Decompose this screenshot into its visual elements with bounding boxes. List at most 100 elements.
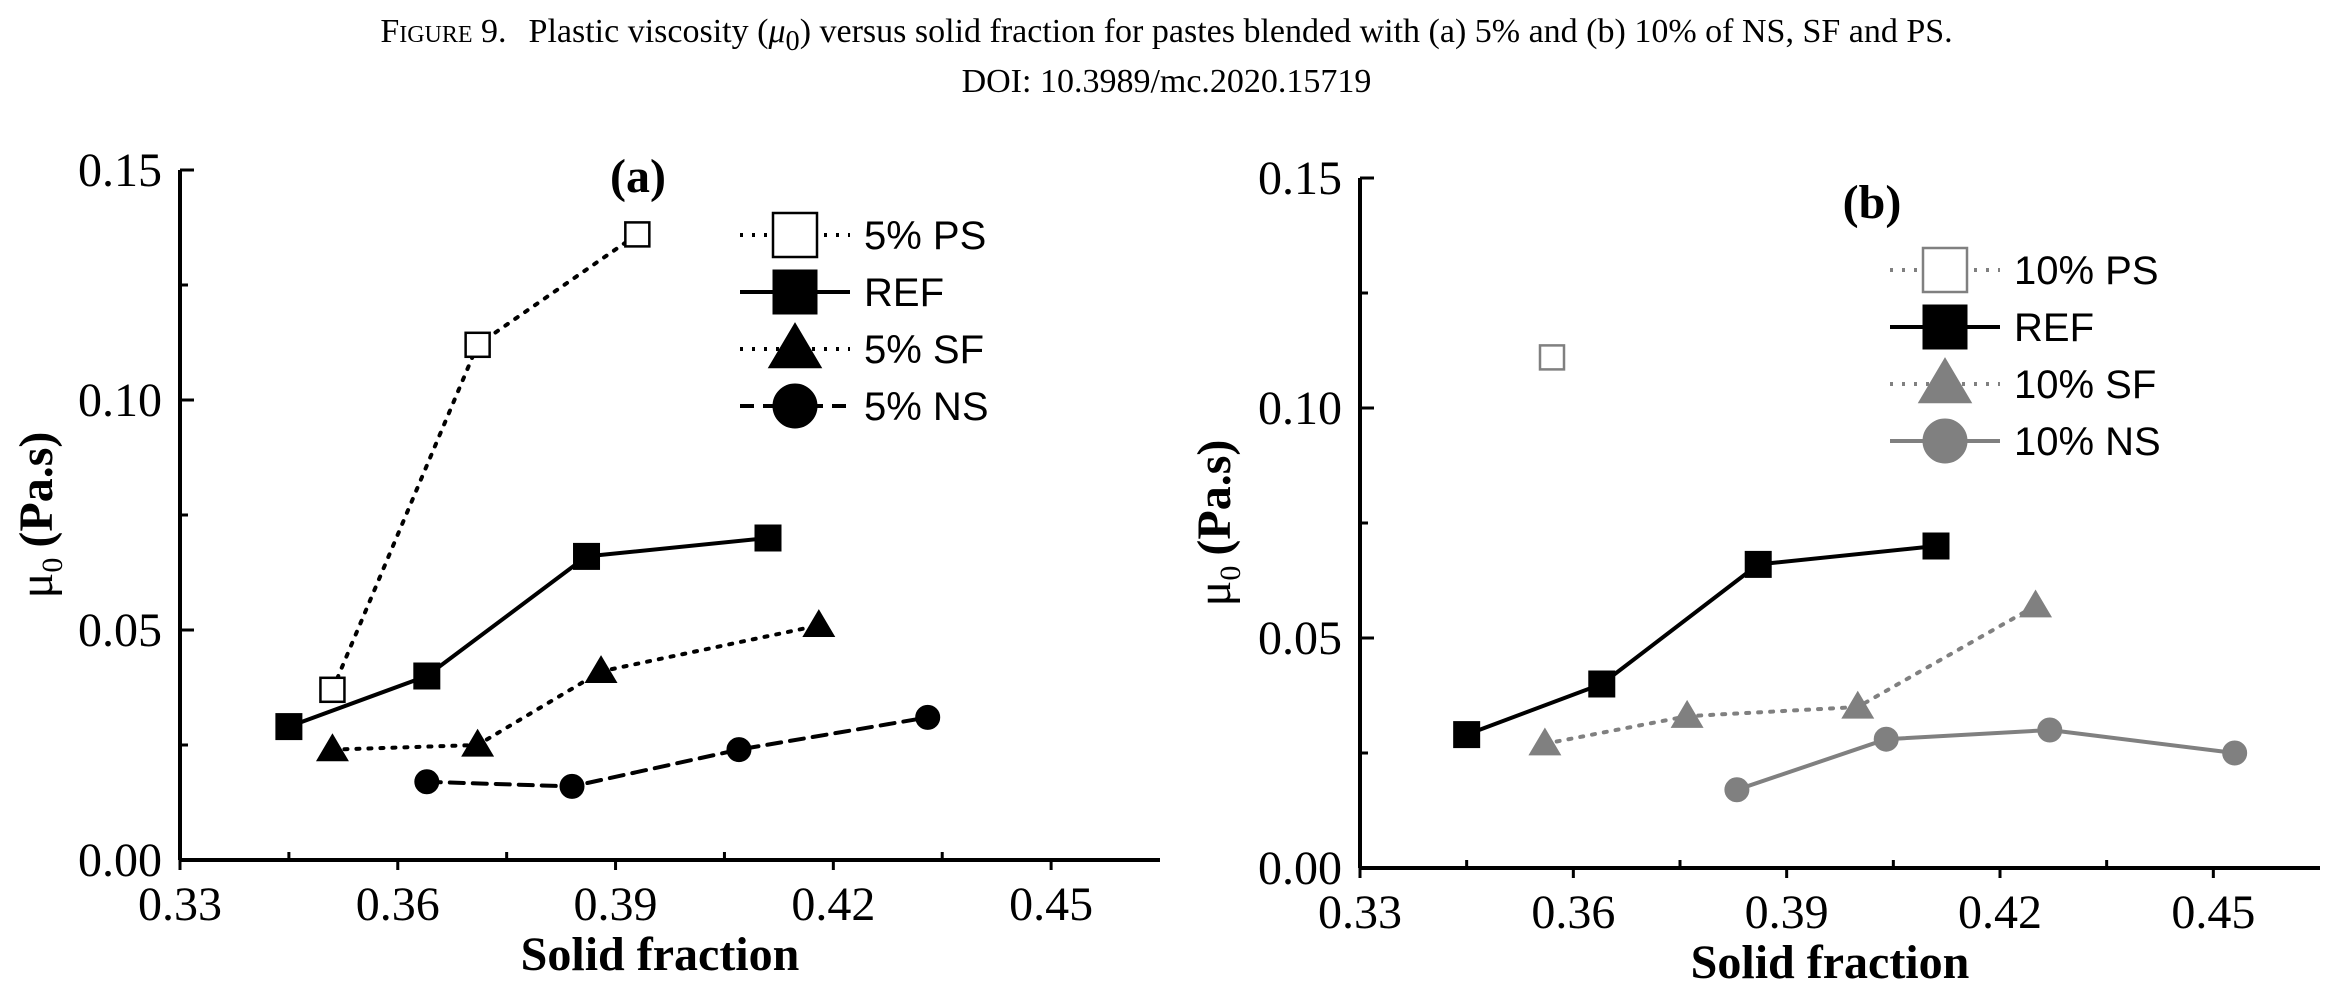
- caption-mu-symbol: μ: [768, 13, 786, 50]
- y-tick-label: 0.00: [78, 834, 162, 887]
- series-line: [330, 623, 821, 752]
- legend-marker: [1921, 246, 1969, 294]
- series-line: [330, 232, 640, 692]
- legend-marker: [1917, 357, 1973, 404]
- caption-line-1: Figure 9. Plastic viscosity (μ0) versus s…: [0, 12, 2333, 62]
- data-point: [461, 728, 495, 757]
- series-5-ps: [319, 221, 651, 704]
- y-tick-label: 0.10: [78, 374, 162, 427]
- y-axis-title-unit: (Pa.s): [1188, 440, 1241, 556]
- x-tick-label: 0.33: [1318, 886, 1402, 939]
- data-point: [1538, 344, 1566, 371]
- legend-label: REF: [2014, 306, 2094, 350]
- data-point: [915, 704, 941, 730]
- series-5-ns: [414, 704, 941, 799]
- caption-text-start: Plastic viscosity (: [528, 13, 769, 50]
- y-tick-label: 0.05: [1258, 612, 1342, 665]
- legend-label: REF: [864, 271, 944, 315]
- panel-label: (b): [1843, 176, 1902, 229]
- data-point: [802, 609, 836, 638]
- x-tick-label: 0.39: [1745, 886, 1829, 939]
- series-ref: [275, 524, 782, 741]
- data-point: [1588, 670, 1616, 698]
- x-tick-label: 0.36: [1531, 886, 1615, 939]
- series-line: [1542, 603, 2038, 746]
- chart-panel-a: 0.00 0.05 0.10 0.15 0.33 0.36 0.39 0.42 0.45 Soli…: [10, 144, 1160, 981]
- data-point: [726, 737, 752, 763]
- series-5-sf: [315, 609, 836, 762]
- x-tick-label: 0.42: [791, 878, 875, 931]
- figure-caption: Figure 9. Plastic viscosity (μ0) versus s…: [0, 12, 2333, 102]
- legend-label: 5% NS: [864, 385, 989, 429]
- y-axis-title-unit: (Pa.s): [10, 432, 63, 548]
- x-tick-label: 0.45: [1009, 878, 1093, 931]
- caption-doi: DOI: 10.3989/mc.2020.15719: [961, 62, 1372, 100]
- y-axis-title-subscript: 0: [1214, 566, 1247, 581]
- legend-marker: [1922, 304, 1968, 350]
- legend-label: 10% SF: [2014, 363, 2156, 407]
- y-tick-label: 0.15: [78, 144, 162, 197]
- data-point: [754, 524, 782, 552]
- series-ref: [1453, 532, 1950, 749]
- x-tick-label: 0.39: [574, 878, 658, 931]
- panel-label: (a): [610, 150, 666, 203]
- x-tick-label: 0.42: [1958, 886, 2042, 939]
- y-tick-label: 0.00: [1258, 842, 1342, 895]
- data-point: [573, 542, 601, 570]
- y-axis-title: μ0 (Pa.s): [1188, 440, 1247, 607]
- data-point: [1453, 721, 1481, 749]
- caption-text-end: ) versus solid fraction for pastes blend…: [799, 13, 1953, 50]
- y-axis-title-subscript: 0: [36, 558, 69, 573]
- data-point: [413, 662, 441, 690]
- data-point: [1528, 727, 1562, 756]
- figure-label: Figure 9.: [380, 13, 507, 50]
- data-point: [559, 773, 585, 799]
- series-10-ps: [1538, 344, 1566, 371]
- data-point: [464, 331, 491, 359]
- series-line: [1734, 728, 2237, 792]
- x-axis-title: Solid fraction: [1691, 936, 1970, 989]
- legend-marker: [767, 322, 823, 369]
- data-point: [2019, 589, 2053, 618]
- data-point: [584, 655, 618, 684]
- y-tick-label: 0.15: [1258, 152, 1342, 205]
- series-line: [286, 536, 770, 729]
- y-tick-label: 0.10: [1258, 382, 1342, 435]
- data-point: [624, 221, 651, 248]
- data-point: [1670, 699, 1704, 728]
- legend-label: 10% NS: [2014, 420, 2161, 464]
- legend-label: 10% PS: [2014, 249, 2159, 293]
- series-line: [424, 715, 930, 789]
- x-tick-label: 0.45: [2171, 886, 2255, 939]
- x-tick-label: 0.36: [356, 878, 440, 931]
- legend-marker: [771, 211, 819, 259]
- caption-mu-subscript: 0: [785, 25, 800, 57]
- data-point: [315, 733, 349, 762]
- data-point: [275, 713, 303, 741]
- legend-marker: [772, 269, 818, 315]
- data-point: [414, 769, 440, 795]
- data-point: [319, 676, 346, 704]
- data-point: [1841, 690, 1875, 719]
- x-axis-title: Solid fraction: [521, 928, 800, 981]
- legend-label: 5% PS: [864, 214, 986, 258]
- series-line: [1464, 544, 1938, 737]
- y-axis-title-symbol: μ: [1188, 581, 1241, 607]
- data-point: [2037, 717, 2063, 743]
- x-tick-label: 0.33: [138, 878, 222, 931]
- data-point: [2222, 740, 2248, 766]
- series-10-sf: [1528, 589, 2053, 756]
- legend-marker: [772, 383, 818, 429]
- y-axis-title-symbol: μ: [10, 573, 63, 599]
- data-point: [1744, 550, 1772, 578]
- data-point: [1724, 777, 1750, 803]
- data-point: [1922, 532, 1950, 560]
- y-tick-label: 0.05: [78, 604, 162, 657]
- legend-marker: [1922, 418, 1968, 464]
- series-10-ns: [1724, 717, 2248, 803]
- data-point: [1873, 726, 1899, 752]
- y-axis-title: μ0 (Pa.s): [10, 432, 69, 599]
- chart-panel-b: 0.00 0.05 0.10 0.15 0.33 0.36 0.39 0.42 0.45 Soli…: [1188, 152, 2320, 989]
- legend-label: 5% SF: [864, 328, 984, 372]
